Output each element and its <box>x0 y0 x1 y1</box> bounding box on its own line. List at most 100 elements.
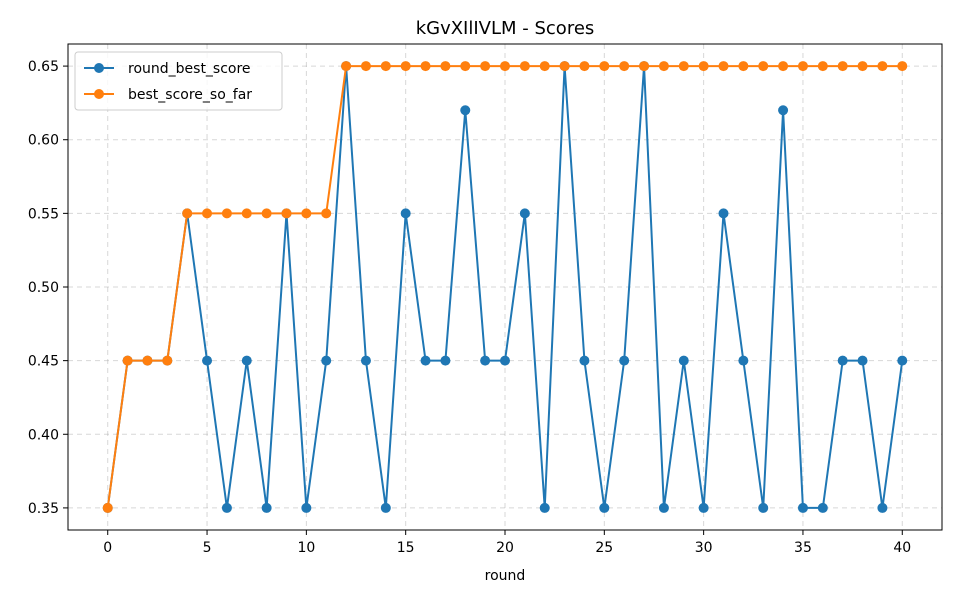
series-lines <box>102 61 908 513</box>
data-point-best-score-so-far <box>202 208 213 219</box>
y-tick-label: 0.60 <box>28 133 59 149</box>
data-point-best-score-so-far <box>380 61 391 72</box>
data-point-round-best-score <box>321 355 332 366</box>
data-point-round-best-score <box>579 355 590 366</box>
x-tick-label: 0 <box>103 540 112 556</box>
data-point-round-best-score <box>519 208 530 219</box>
data-point-best-score-so-far <box>360 61 371 72</box>
data-point-round-best-score <box>619 355 630 366</box>
data-point-best-score-so-far <box>500 61 510 72</box>
data-point-best-score-so-far <box>261 208 272 219</box>
x-axis-title: round <box>485 568 526 584</box>
data-point-best-score-so-far <box>817 61 828 72</box>
data-point-best-score-so-far <box>579 61 590 72</box>
data-point-best-score-so-far <box>480 61 491 72</box>
data-point-best-score-so-far <box>400 61 411 72</box>
legend-marker-best-score-so-far <box>94 89 104 99</box>
data-point-best-score-so-far <box>162 355 173 366</box>
data-point-round-best-score <box>817 502 828 513</box>
data-point-best-score-so-far <box>619 61 630 72</box>
data-point-round-best-score <box>460 105 471 116</box>
data-point-round-best-score <box>202 355 213 366</box>
data-point-best-score-so-far <box>539 61 550 72</box>
data-point-best-score-so-far <box>738 61 749 72</box>
data-point-round-best-score <box>758 502 769 513</box>
x-tick-label: 25 <box>595 540 613 556</box>
data-point-best-score-so-far <box>321 208 332 219</box>
x-tick-label: 30 <box>695 540 713 556</box>
data-point-round-best-score <box>480 355 491 366</box>
y-tick-label: 0.65 <box>28 59 59 75</box>
data-point-best-score-so-far <box>718 61 729 72</box>
data-point-round-best-score <box>261 502 272 513</box>
data-point-best-score-so-far <box>440 61 451 72</box>
data-point-round-best-score <box>440 355 451 366</box>
data-point-best-score-so-far <box>301 208 312 219</box>
data-point-round-best-score <box>500 355 510 366</box>
data-point-round-best-score <box>738 355 749 366</box>
legend-label-best-score-so-far: best_score_so_far <box>128 87 252 103</box>
data-point-best-score-so-far <box>897 61 908 72</box>
data-point-best-score-so-far <box>241 208 252 219</box>
y-tick-label: 0.55 <box>28 206 59 222</box>
data-point-best-score-so-far <box>678 61 689 72</box>
y-tick-label: 0.35 <box>28 501 59 517</box>
data-point-round-best-score <box>400 208 411 219</box>
series-best-score-so-far <box>102 61 908 513</box>
data-point-best-score-so-far <box>519 61 530 72</box>
data-point-round-best-score <box>857 355 868 366</box>
data-point-round-best-score <box>778 105 789 116</box>
data-point-best-score-so-far <box>599 61 610 72</box>
data-point-round-best-score <box>360 355 371 366</box>
data-point-best-score-so-far <box>778 61 789 72</box>
data-point-best-score-so-far <box>698 61 709 72</box>
x-tick-label: 35 <box>794 540 812 556</box>
data-point-best-score-so-far <box>658 61 669 72</box>
data-point-round-best-score <box>599 502 610 513</box>
legend-label-round-best-score: round_best_score <box>128 61 251 77</box>
data-point-round-best-score <box>897 355 908 366</box>
x-tick-label: 15 <box>397 540 415 556</box>
data-point-best-score-so-far <box>102 502 113 513</box>
y-tick-label: 0.40 <box>28 427 59 443</box>
data-point-round-best-score <box>718 208 729 219</box>
data-point-best-score-so-far <box>460 61 471 72</box>
x-tick-label: 10 <box>297 540 315 556</box>
data-point-best-score-so-far <box>877 61 888 72</box>
legend-box <box>74 51 283 111</box>
data-point-best-score-so-far <box>420 61 431 72</box>
data-point-round-best-score <box>241 355 252 366</box>
data-point-best-score-so-far <box>221 208 232 219</box>
data-point-best-score-so-far <box>639 61 650 72</box>
y-tick-label: 0.50 <box>28 280 59 296</box>
x-tick-label: 20 <box>496 540 514 556</box>
data-point-best-score-so-far <box>797 61 808 72</box>
data-point-best-score-so-far <box>182 208 193 219</box>
data-point-best-score-so-far <box>559 61 570 72</box>
data-point-round-best-score <box>420 355 431 366</box>
legend-marker-round-best-score <box>94 63 104 73</box>
data-point-round-best-score <box>797 502 808 513</box>
data-point-best-score-so-far <box>281 208 292 219</box>
data-point-round-best-score <box>658 502 669 513</box>
data-point-round-best-score <box>301 502 312 513</box>
data-point-round-best-score <box>837 355 848 366</box>
data-point-round-best-score <box>221 502 232 513</box>
data-point-best-score-so-far <box>122 355 133 366</box>
chart-title: kGvXIlIVLM - Scores <box>416 18 595 39</box>
x-axis: 0 5 10 15 20 25 30 35 40 <box>103 530 911 556</box>
data-point-round-best-score <box>698 502 709 513</box>
data-point-best-score-so-far <box>857 61 868 72</box>
data-point-best-score-so-far <box>758 61 769 72</box>
data-point-round-best-score <box>877 502 888 513</box>
y-tick-label: 0.45 <box>28 354 59 370</box>
data-point-round-best-score <box>539 502 550 513</box>
legend: round_best_score best_score_so_far <box>74 51 283 111</box>
data-point-round-best-score <box>380 502 391 513</box>
x-tick-label: 5 <box>203 540 212 556</box>
data-point-best-score-so-far <box>142 355 153 366</box>
data-point-round-best-score <box>678 355 689 366</box>
x-tick-label: 40 <box>893 540 911 556</box>
